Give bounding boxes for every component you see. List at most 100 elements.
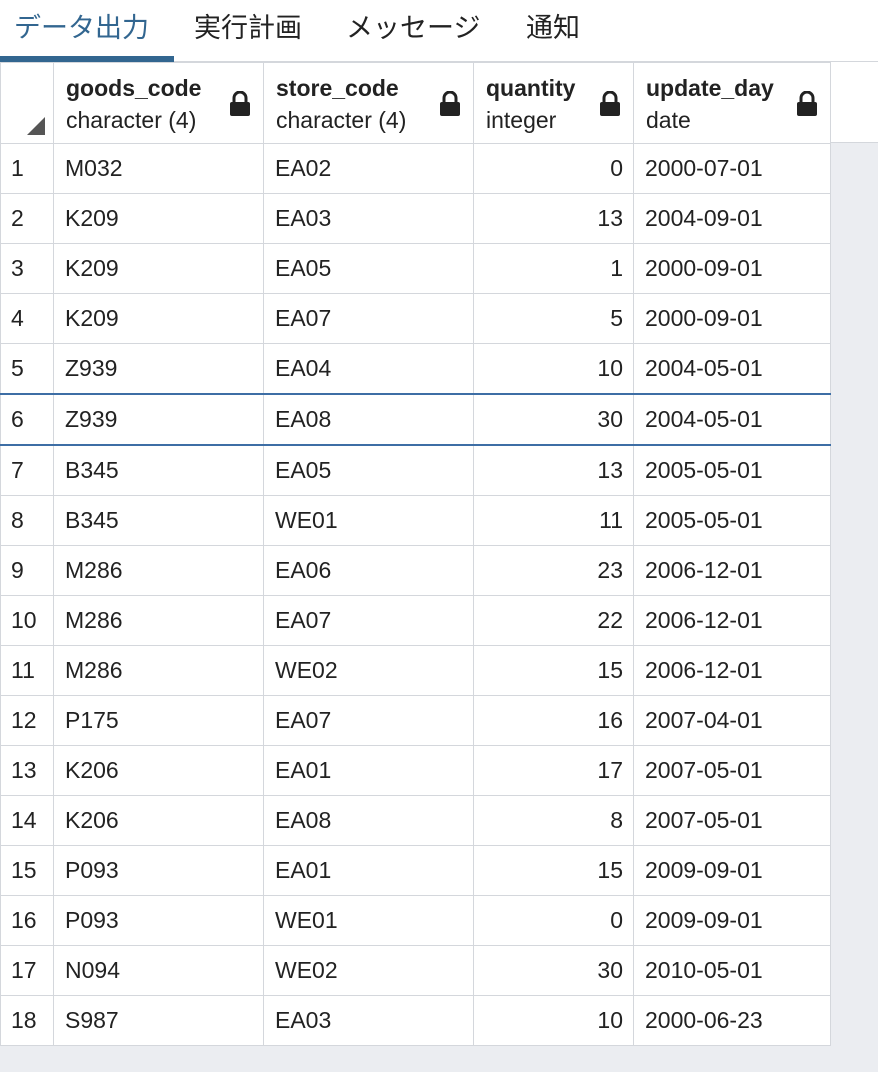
tab-data-output[interactable]: データ出力 xyxy=(14,13,149,44)
cell-store-code[interactable]: EA07 xyxy=(263,595,474,646)
cell-goods-code[interactable]: K206 xyxy=(53,745,264,796)
cell-store-code[interactable]: EA01 xyxy=(263,845,474,896)
cell-quantity[interactable]: 5 xyxy=(473,293,634,344)
cell-goods-code[interactable]: M286 xyxy=(53,545,264,596)
row-number[interactable]: 6 xyxy=(0,393,54,446)
cell-store-code[interactable]: EA03 xyxy=(263,193,474,244)
cell-store-code[interactable]: EA05 xyxy=(263,444,474,496)
cell-goods-code[interactable]: B345 xyxy=(53,444,264,496)
cell-goods-code[interactable]: K209 xyxy=(53,193,264,244)
column-header-goods-code[interactable]: goods_code character (4) xyxy=(53,62,264,144)
table-row[interactable]: 1 M032 EA02 0 2000-07-01 xyxy=(0,143,831,194)
cell-quantity[interactable]: 15 xyxy=(473,645,634,696)
row-number[interactable]: 2 xyxy=(0,193,54,244)
table-row[interactable]: 11 M286 WE02 15 2006-12-01 xyxy=(0,645,831,696)
table-row[interactable]: 13 K206 EA01 17 2007-05-01 xyxy=(0,745,831,796)
cell-goods-code[interactable]: M286 xyxy=(53,645,264,696)
cell-quantity[interactable]: 11 xyxy=(473,495,634,546)
cell-update-day[interactable]: 2004-09-01 xyxy=(633,193,831,244)
row-number[interactable]: 18 xyxy=(0,995,54,1046)
cell-quantity[interactable]: 0 xyxy=(473,895,634,946)
cell-quantity[interactable]: 8 xyxy=(473,795,634,846)
cell-quantity[interactable]: 30 xyxy=(473,393,634,446)
cell-update-day[interactable]: 2009-09-01 xyxy=(633,895,831,946)
cell-quantity[interactable]: 15 xyxy=(473,845,634,896)
cell-update-day[interactable]: 2006-12-01 xyxy=(633,545,831,596)
column-header-quantity[interactable]: quantity integer xyxy=(473,62,634,144)
table-row[interactable]: 14 K206 EA08 8 2007-05-01 xyxy=(0,795,831,846)
row-number[interactable]: 3 xyxy=(0,243,54,294)
row-number[interactable]: 12 xyxy=(0,695,54,746)
row-number[interactable]: 13 xyxy=(0,745,54,796)
cell-store-code[interactable]: EA03 xyxy=(263,995,474,1046)
cell-store-code[interactable]: EA08 xyxy=(263,393,474,446)
cell-store-code[interactable]: EA01 xyxy=(263,745,474,796)
cell-store-code[interactable]: WE01 xyxy=(263,895,474,946)
cell-goods-code[interactable]: M286 xyxy=(53,595,264,646)
cell-goods-code[interactable]: P093 xyxy=(53,845,264,896)
cell-update-day[interactable]: 2009-09-01 xyxy=(633,845,831,896)
row-number[interactable]: 8 xyxy=(0,495,54,546)
cell-quantity[interactable]: 13 xyxy=(473,444,634,496)
cell-goods-code[interactable]: N094 xyxy=(53,945,264,996)
cell-update-day[interactable]: 2000-07-01 xyxy=(633,143,831,194)
cell-store-code[interactable]: EA08 xyxy=(263,795,474,846)
cell-goods-code[interactable]: K209 xyxy=(53,293,264,344)
table-row[interactable]: 12 P175 EA07 16 2007-04-01 xyxy=(0,695,831,746)
table-row[interactable]: 4 K209 EA07 5 2000-09-01 xyxy=(0,293,831,344)
cell-store-code[interactable]: EA05 xyxy=(263,243,474,294)
row-number[interactable]: 11 xyxy=(0,645,54,696)
cell-store-code[interactable]: EA07 xyxy=(263,695,474,746)
cell-update-day[interactable]: 2007-05-01 xyxy=(633,745,831,796)
cell-quantity[interactable]: 10 xyxy=(473,995,634,1046)
cell-store-code[interactable]: EA04 xyxy=(263,343,474,395)
row-number[interactable]: 1 xyxy=(0,143,54,194)
table-row[interactable]: 10 M286 EA07 22 2006-12-01 xyxy=(0,595,831,646)
cell-store-code[interactable]: EA07 xyxy=(263,293,474,344)
column-header-store-code[interactable]: store_code character (4) xyxy=(263,62,474,144)
cell-quantity[interactable]: 1 xyxy=(473,243,634,294)
table-row[interactable]: 18 S987 EA03 10 2000-06-23 xyxy=(0,995,831,1046)
cell-update-day[interactable]: 2010-05-01 xyxy=(633,945,831,996)
cell-update-day[interactable]: 2007-05-01 xyxy=(633,795,831,846)
cell-update-day[interactable]: 2005-05-01 xyxy=(633,495,831,546)
table-row[interactable]: 9 M286 EA06 23 2006-12-01 xyxy=(0,545,831,596)
table-row[interactable]: 15 P093 EA01 15 2009-09-01 xyxy=(0,845,831,896)
table-row[interactable]: 7 B345 EA05 13 2005-05-01 xyxy=(0,444,831,496)
cell-update-day[interactable]: 2006-12-01 xyxy=(633,645,831,696)
cell-quantity[interactable]: 22 xyxy=(473,595,634,646)
cell-store-code[interactable]: WE02 xyxy=(263,645,474,696)
cell-goods-code[interactable]: K209 xyxy=(53,243,264,294)
cell-update-day[interactable]: 2000-06-23 xyxy=(633,995,831,1046)
cell-goods-code[interactable]: S987 xyxy=(53,995,264,1046)
cell-quantity[interactable]: 17 xyxy=(473,745,634,796)
cell-quantity[interactable]: 16 xyxy=(473,695,634,746)
cell-goods-code[interactable]: B345 xyxy=(53,495,264,546)
row-number[interactable]: 9 xyxy=(0,545,54,596)
row-number[interactable]: 5 xyxy=(0,343,54,395)
table-row[interactable]: 3 K209 EA05 1 2000-09-01 xyxy=(0,243,831,294)
cell-quantity[interactable]: 10 xyxy=(473,343,634,395)
tab-notifications[interactable]: 通知 xyxy=(526,13,580,44)
cell-update-day[interactable]: 2005-05-01 xyxy=(633,444,831,496)
cell-goods-code[interactable]: P093 xyxy=(53,895,264,946)
cell-quantity[interactable]: 30 xyxy=(473,945,634,996)
tab-explain[interactable]: 実行計画 xyxy=(194,13,302,44)
row-number[interactable]: 14 xyxy=(0,795,54,846)
table-row[interactable]: 5 Z939 EA04 10 2004-05-01 xyxy=(0,343,831,395)
tab-messages[interactable]: メッセージ xyxy=(346,13,481,44)
cell-store-code[interactable]: WE01 xyxy=(263,495,474,546)
cell-quantity[interactable]: 0 xyxy=(473,143,634,194)
column-header-update-day[interactable]: update_day date xyxy=(633,62,831,144)
table-row[interactable]: 8 B345 WE01 11 2005-05-01 xyxy=(0,495,831,546)
cell-store-code[interactable]: WE02 xyxy=(263,945,474,996)
table-row[interactable]: 17 N094 WE02 30 2010-05-01 xyxy=(0,945,831,996)
row-number[interactable]: 16 xyxy=(0,895,54,946)
select-all-corner[interactable] xyxy=(0,62,54,144)
cell-goods-code[interactable]: M032 xyxy=(53,143,264,194)
row-number[interactable]: 10 xyxy=(0,595,54,646)
cell-goods-code[interactable]: P175 xyxy=(53,695,264,746)
cell-update-day[interactable]: 2000-09-01 xyxy=(633,243,831,294)
table-row-selected[interactable]: 6 Z939 EA08 30 2004-05-01 xyxy=(0,393,831,446)
cell-update-day[interactable]: 2004-05-01 xyxy=(633,343,831,395)
